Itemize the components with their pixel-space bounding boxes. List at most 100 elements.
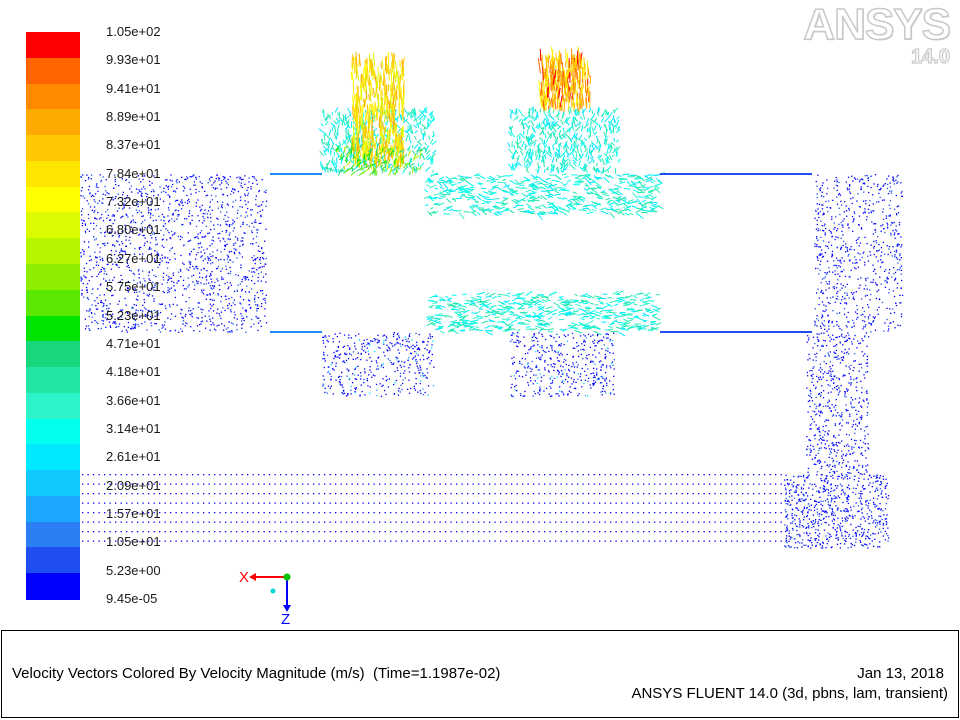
- vector-dot: [803, 532, 805, 534]
- vector-dot: [793, 491, 795, 493]
- vector-dot: [861, 473, 863, 475]
- vector-dot: [796, 529, 798, 532]
- vector-dot: [880, 283, 882, 285]
- grid-vector-dot: [291, 493, 293, 495]
- vector-dot: [880, 509, 882, 511]
- vector-dot: [877, 313, 879, 315]
- vector-dot: [826, 206, 828, 208]
- vector-dot: [845, 325, 847, 327]
- vector-dot: [202, 293, 205, 295]
- grid-vector-dot: [373, 502, 375, 504]
- vector-dot: [87, 178, 90, 180]
- vector-dot: [817, 259, 819, 261]
- vector-dot: [824, 232, 826, 234]
- vector-dot: [418, 333, 420, 336]
- vector-dot: [563, 394, 565, 396]
- vector-dot: [867, 260, 870, 262]
- vector-dot: [848, 227, 850, 229]
- vector-dot: [102, 220, 105, 222]
- vector-dot: [844, 492, 846, 494]
- vector-dot: [120, 274, 122, 277]
- vector-dot: [871, 486, 873, 488]
- vector-dot: [125, 213, 127, 215]
- vector-dot: [511, 383, 513, 386]
- vector-dot: [229, 272, 231, 275]
- vector-dot: [169, 330, 172, 332]
- vector-dot: [212, 285, 214, 287]
- vector-dot: [182, 223, 184, 226]
- vector-dot: [784, 484, 786, 486]
- vector-dot: [828, 281, 830, 283]
- vector-dot: [227, 220, 229, 222]
- vector-dot: [836, 343, 838, 346]
- vector-dot: [241, 256, 243, 258]
- vector-dot: [126, 197, 128, 199]
- vector-dot: [540, 358, 542, 361]
- velocity-vector-field[interactable]: [0, 0, 960, 620]
- grid-vector-dot: [142, 512, 144, 514]
- grid-vector-dot: [775, 512, 777, 514]
- vector-dot: [832, 286, 834, 288]
- vector-dot: [818, 491, 820, 494]
- grid-vector-dot: [615, 512, 617, 514]
- vector-dot: [199, 206, 201, 208]
- vector-dot: [888, 215, 890, 217]
- vector-dot: [852, 517, 854, 519]
- vector-dot: [402, 339, 404, 341]
- grid-vector-dot: [263, 483, 265, 485]
- vector-dot: [173, 233, 175, 235]
- grid-vector-dot: [351, 493, 353, 495]
- vector-dot: [144, 284, 146, 286]
- grid-vector-dot: [225, 493, 227, 495]
- vector-dot: [238, 252, 240, 254]
- grid-vector-dot: [637, 502, 639, 504]
- vector-dot: [136, 211, 139, 214]
- vector-dot: [224, 245, 226, 247]
- vector-dot: [167, 188, 170, 190]
- vector-dot: [831, 404, 833, 406]
- vector-dot: [838, 312, 841, 314]
- vector-dot: [412, 344, 414, 346]
- vector-dot: [133, 221, 135, 223]
- vector-dot: [819, 461, 822, 463]
- vector-dot: [872, 316, 874, 318]
- vector-dot: [849, 415, 851, 417]
- vector-dot: [866, 371, 869, 373]
- vector-dot: [102, 243, 105, 245]
- vector-dot: [518, 340, 520, 342]
- vector-dot: [828, 370, 830, 372]
- vector-dot: [180, 235, 182, 238]
- vector-dot: [843, 307, 846, 310]
- vector-dot: [224, 282, 226, 285]
- vector-dot: [795, 525, 798, 527]
- vector-dot: [809, 389, 811, 391]
- vector-dot: [820, 291, 822, 293]
- grid-vector-dot: [324, 483, 326, 485]
- vector-dot: [848, 366, 850, 368]
- vector-dot: [867, 433, 869, 435]
- grid-vector-dot: [302, 512, 304, 514]
- vector-dot: [200, 230, 203, 232]
- vector-dot: [383, 340, 385, 342]
- vector-dot: [239, 302, 241, 304]
- vector-dot: [602, 388, 604, 390]
- grid-vector-dot: [148, 502, 150, 504]
- vector-dot: [832, 310, 834, 312]
- vector-dot: [865, 465, 867, 467]
- vector-dot: [91, 276, 93, 278]
- vector-dot: [153, 233, 156, 235]
- vector-dot: [118, 266, 120, 269]
- vector-dot: [392, 363, 394, 365]
- vector-dot: [821, 289, 823, 292]
- vector-dot: [382, 363, 384, 365]
- vector-dot: [879, 266, 882, 268]
- vector-dot: [829, 450, 832, 452]
- vector-dot: [824, 489, 826, 491]
- vector-dot: [837, 394, 839, 396]
- vector-dot: [885, 523, 887, 526]
- vector-dot: [204, 213, 206, 215]
- vector-dot: [884, 485, 887, 488]
- grid-vector-dot: [500, 493, 502, 495]
- grid-vector-dot: [225, 512, 227, 514]
